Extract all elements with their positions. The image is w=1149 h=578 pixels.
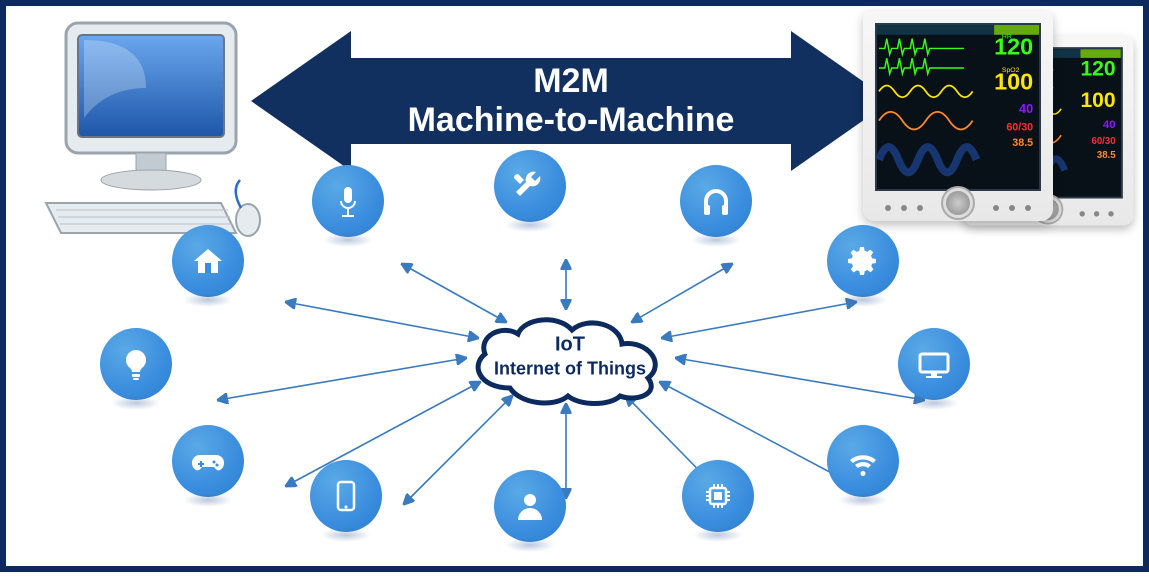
chip-icon <box>682 460 754 532</box>
iot-label: IoT Internet of Things <box>494 332 646 380</box>
icon-disc <box>494 150 566 222</box>
icon-disc <box>172 425 244 497</box>
wifi-icon <box>827 425 899 497</box>
icon-disc <box>172 225 244 297</box>
home-icon <box>172 225 244 297</box>
microphone-icon <box>312 165 384 237</box>
tools-icon <box>494 150 566 222</box>
icon-disc <box>310 460 382 532</box>
icon-disc <box>827 425 899 497</box>
icon-disc <box>827 225 899 297</box>
tablet-icon <box>310 460 382 532</box>
gear-icon <box>827 225 899 297</box>
gamepad-icon <box>172 425 244 497</box>
icon-disc <box>494 470 566 542</box>
icon-disc <box>100 328 172 400</box>
iot-cloud: IoT Internet of Things <box>460 306 680 406</box>
person-icon <box>494 470 566 542</box>
icon-disc <box>898 328 970 400</box>
iot-subtitle: Internet of Things <box>494 357 646 380</box>
iot-title: IoT <box>494 332 646 357</box>
icon-disc <box>680 165 752 237</box>
monitor-icon <box>898 328 970 400</box>
icon-disc <box>312 165 384 237</box>
bulb-icon <box>100 328 172 400</box>
icon-disc <box>682 460 754 532</box>
headphones-icon <box>680 165 752 237</box>
